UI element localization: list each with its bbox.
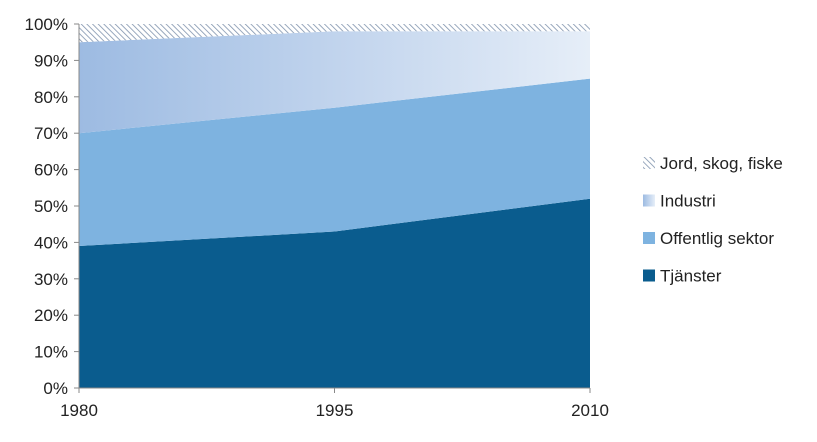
legend-swatch (643, 269, 655, 282)
x-axis-ticks: 1980 1995 2010 (60, 388, 609, 420)
x-tick-label: 2010 (571, 401, 609, 420)
legend-swatch (643, 157, 655, 169)
y-tick-label: 40% (34, 233, 68, 252)
legend-swatch (643, 232, 655, 244)
y-tick-label: 30% (34, 270, 68, 289)
legend-item-tjanster: Tjänster (643, 267, 722, 286)
legend-label: Jord, skog, fiske (660, 154, 783, 173)
y-tick-label: 0% (43, 379, 68, 398)
x-tick-label: 1980 (60, 401, 98, 420)
y-tick-label: 70% (34, 124, 68, 143)
area-jord-skog-fiske (79, 24, 590, 43)
legend-item-offentlig-sektor: Offentlig sektor (643, 229, 774, 248)
y-tick-label: 20% (34, 306, 68, 325)
legend-label: Offentlig sektor (660, 229, 774, 248)
y-tick-label: 100% (25, 15, 68, 34)
legend: Jord, skog, fiske Industri Offentlig sekto… (643, 154, 783, 286)
y-tick-label: 50% (34, 197, 68, 216)
area-tjanster (79, 198, 590, 388)
legend-label: Tjänster (660, 267, 722, 286)
y-tick-label: 60% (34, 161, 68, 180)
legend-item-industri: Industri (643, 192, 716, 211)
y-axis-ticks: 0% 10% 20% 30% 40% 50% 60% 70% 80% 90% 100% (25, 15, 79, 398)
y-tick-label: 90% (34, 51, 68, 70)
legend-item-jord-skog-fiske: Jord, skog, fiske (643, 154, 783, 173)
legend-label: Industri (660, 192, 716, 211)
area-industri (79, 31, 590, 134)
x-tick-label: 1995 (316, 401, 354, 420)
y-tick-label: 10% (34, 343, 68, 362)
y-tick-label: 80% (34, 88, 68, 107)
series-areas (79, 24, 590, 388)
legend-swatch (643, 194, 655, 207)
